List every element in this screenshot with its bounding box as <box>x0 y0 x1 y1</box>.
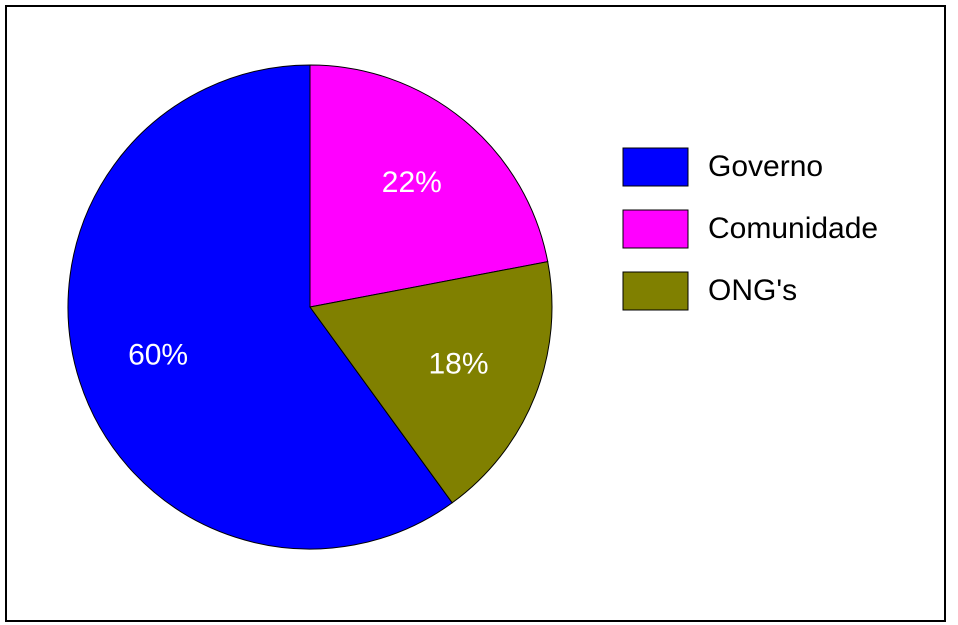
legend-swatch <box>622 147 689 187</box>
data-label: 22% <box>382 166 442 199</box>
pie-slice <box>309 64 549 308</box>
legend-label: ONG's <box>708 274 797 307</box>
data-label: 18% <box>428 348 488 381</box>
data-label: 60% <box>128 338 188 371</box>
legend-label: Governo <box>708 150 823 183</box>
legend-swatch <box>622 209 689 249</box>
legend-label: Comunidade <box>708 212 878 245</box>
pie-slice <box>309 261 553 504</box>
legend-swatch <box>622 271 689 311</box>
pie-slice <box>67 64 453 550</box>
